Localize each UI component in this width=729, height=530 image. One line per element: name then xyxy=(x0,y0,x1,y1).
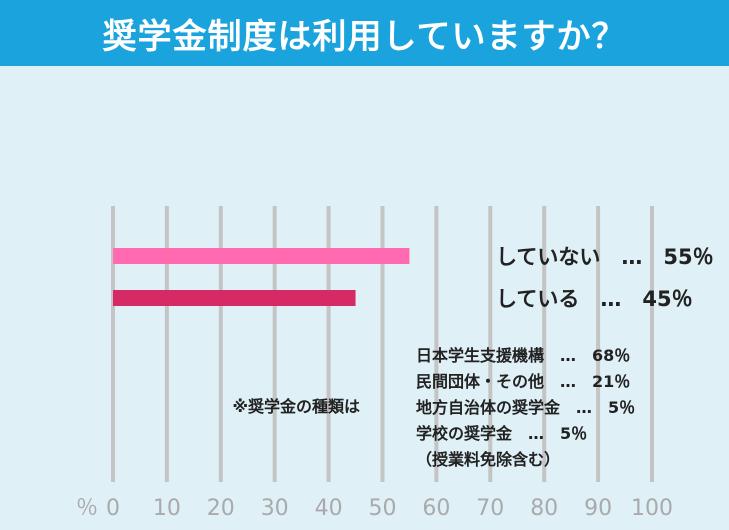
bar-chart: していない … 55％ している … 45％ 0 10 20 30 40 50 60 70 80 9… xyxy=(76,206,714,521)
bar-value-label: していない … 55％ xyxy=(496,245,714,269)
bar-labels-group: していない … 55％ している … 45％ xyxy=(496,245,714,311)
bar-value-label: している … 45％ xyxy=(496,287,693,311)
tick-labels-group: 0 10 20 30 40 50 60 70 80 90 100 xyxy=(106,496,673,521)
x-axis-unit-label: ％ xyxy=(76,496,98,521)
x-tick-label: 30 xyxy=(261,496,289,521)
annotation-line: 民間団体・その他 … 21％ xyxy=(416,372,630,391)
bar xyxy=(113,248,410,264)
x-tick-label: 90 xyxy=(584,496,612,521)
annotation-heading: ※奨学金の種類は xyxy=(232,397,360,416)
x-tick-label: 70 xyxy=(476,496,504,521)
x-tick-label: 60 xyxy=(422,496,450,521)
annotation-line: （授業料免除含む） xyxy=(416,450,560,469)
header-bar: 奨学金制度は利用していますか？ xyxy=(0,0,729,66)
x-tick-label: 80 xyxy=(530,496,558,521)
x-tick-label: 10 xyxy=(153,496,181,521)
annotation-list: 日本学生支援機構 … 68％ 民間団体・その他 … 21％ 地方自治体の奨学金 … … xyxy=(416,346,635,469)
annotation-line: 学校の奨学金 … 5％ xyxy=(416,424,587,443)
bars-group xyxy=(113,248,410,306)
x-tick-label: 50 xyxy=(369,496,397,521)
x-tick-label: 40 xyxy=(315,496,343,521)
page-title: 奨学金制度は利用していますか？ xyxy=(102,16,627,57)
x-tick-label: 20 xyxy=(207,496,235,521)
x-tick-label: 0 xyxy=(106,496,120,521)
annotation-line: 地方自治体の奨学金 … 5％ xyxy=(416,398,635,417)
bar xyxy=(113,290,356,306)
x-tick-label: 100 xyxy=(631,496,673,521)
annotation-line: 日本学生支援機構 … 68％ xyxy=(416,346,630,365)
